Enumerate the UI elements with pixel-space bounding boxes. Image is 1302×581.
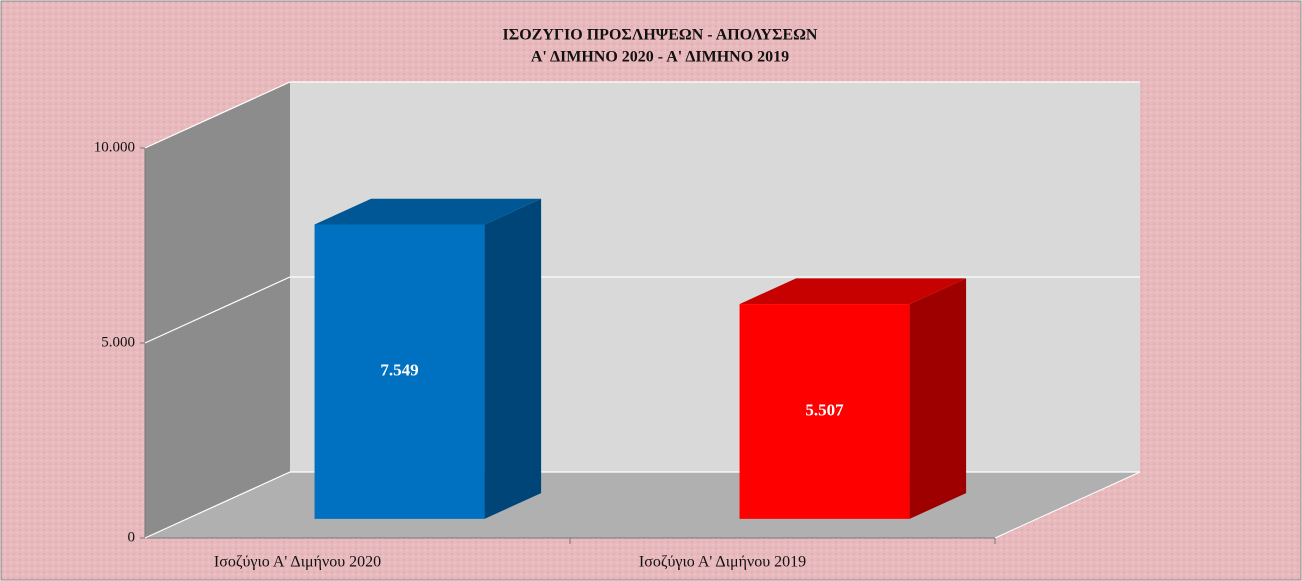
x-tick-label: Ισοζύγιο Α' Διμήνου 2019 <box>639 554 806 571</box>
bar <box>314 224 485 519</box>
value-label: 7.549 <box>380 361 418 380</box>
bar <box>739 304 910 519</box>
y-tick-label: 10.000 <box>94 139 135 155</box>
x-tick-label: Ισοζύγιο Α' Διμήνου 2020 <box>214 554 381 571</box>
bar-top <box>739 278 967 305</box>
chart-subtitle: Α' ΔΙΜΗΝΟ 2020 - Α' ΔΙΜΗΝΟ 2019 <box>531 49 789 66</box>
bar-side <box>484 198 542 519</box>
bar-top <box>314 198 542 225</box>
x-axis-depth <box>994 471 1141 539</box>
y-tick-label: 0 <box>128 529 136 545</box>
chart-title: ΙΣΟΖΥΓΙΟ ΠΡΟΣΛΗΨΕΩΝ - ΑΠΟΛΥΣΕΩΝ <box>503 27 818 44</box>
grid-line <box>144 81 1140 149</box>
grid-line <box>144 276 1140 344</box>
value-label: 5.507 <box>805 400 844 419</box>
bar-side <box>909 278 967 519</box>
floor <box>145 472 1140 538</box>
y-tick-label: 5.000 <box>101 334 135 350</box>
